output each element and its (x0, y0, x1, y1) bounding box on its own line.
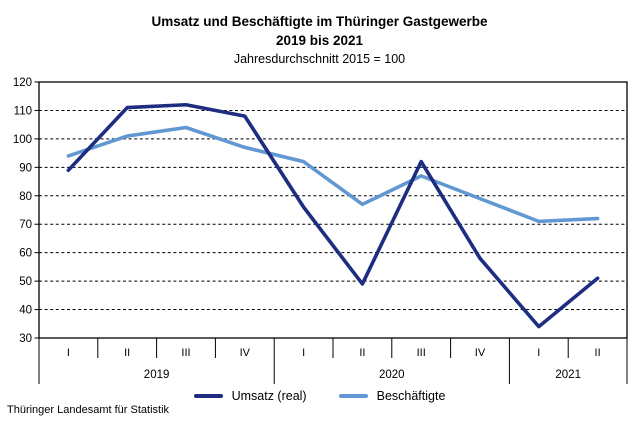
beschaeftigte-line-swatch (338, 394, 368, 398)
quarter-label: I (537, 347, 540, 359)
year-label: 2021 (555, 369, 581, 381)
quarter-label: III (417, 347, 426, 359)
quarter-label: II (359, 347, 365, 359)
legend-label-beschaeftigte: Beschäftigte (376, 389, 446, 403)
quarter-label: III (181, 347, 190, 359)
quarter-label: II (595, 347, 601, 359)
beschaeftigte-line (66, 125, 600, 224)
quarter-label: IV (240, 347, 251, 359)
year-label: 2019 (144, 369, 170, 381)
y-tick-label: 40 (19, 305, 32, 317)
y-tick-label: 30 (19, 333, 32, 345)
chart-legend: Umsatz (real) Beschäftigte (0, 389, 639, 403)
umsatz-line (66, 102, 600, 329)
legend-item-umsatz: Umsatz (real) (193, 389, 307, 403)
quarter-label: I (67, 347, 70, 359)
year-label: 2020 (379, 369, 405, 381)
plot-border (38, 81, 628, 339)
source-attribution: Thüringer Landesamt für Statistik (7, 404, 170, 416)
y-tick-label: 100 (13, 134, 32, 146)
y-tick-label: 80 (19, 191, 32, 203)
y-tick-label: 90 (19, 162, 32, 174)
y-tick-label: 60 (19, 248, 32, 260)
y-tick-label: 70 (19, 219, 32, 231)
legend-item-beschaeftigte: Beschäftigte (338, 389, 446, 403)
umsatz-line-swatch (193, 394, 223, 398)
y-tick-label: 120 (13, 77, 32, 89)
chart-subtitle: Jahresdurchschnitt 2015 = 100 (233, 52, 406, 66)
y-tick-label: 110 (14, 105, 32, 117)
y-tick-label: 50 (19, 276, 32, 288)
legend-label-umsatz: Umsatz (real) (231, 389, 307, 403)
chart-title-years: 2019 bis 2021 (275, 32, 364, 48)
chart-title: Umsatz und Beschäftigte im Thüringer Gas… (151, 14, 488, 29)
quarter-label: I (302, 347, 305, 359)
quarter-label: IV (475, 347, 486, 359)
quarter-label: II (124, 347, 130, 359)
title-block: Umsatz und Beschäftigte im Thüringer Gas… (0, 13, 639, 68)
